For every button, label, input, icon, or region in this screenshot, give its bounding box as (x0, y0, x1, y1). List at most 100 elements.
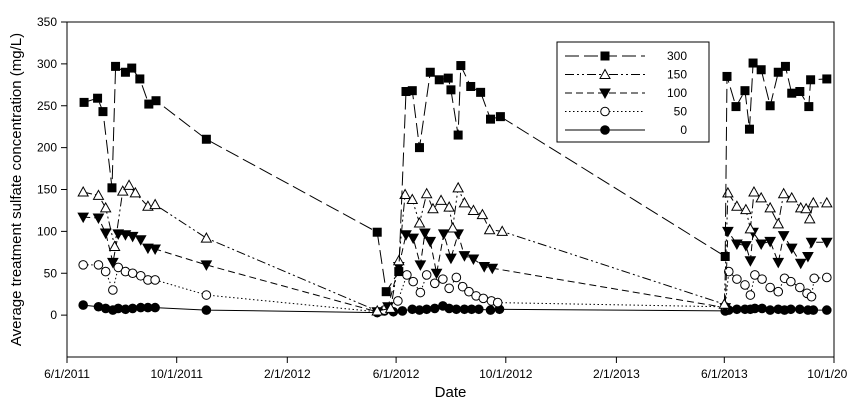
data-point (467, 254, 480, 266)
data-point (129, 186, 142, 198)
data-point (777, 231, 790, 242)
data-point (744, 256, 757, 267)
data-point (740, 203, 752, 215)
data-point (453, 130, 463, 140)
x-tick-label: 2/1/2012 (264, 367, 311, 381)
data-point (786, 276, 796, 287)
data-point (430, 268, 443, 280)
data-point (458, 196, 471, 208)
data-point (718, 298, 731, 309)
data-point (466, 81, 476, 91)
data-point (107, 257, 119, 269)
data-point (201, 305, 212, 315)
data-point (421, 304, 432, 315)
data-point (92, 213, 105, 225)
data-point (765, 101, 775, 111)
data-point (722, 226, 734, 238)
data-point (456, 61, 466, 71)
data-point (135, 270, 146, 281)
series-layer (77, 58, 833, 318)
x-tick-label: 6/1/2012 (373, 367, 420, 381)
data-point (414, 143, 424, 153)
data-point (200, 260, 213, 271)
data-point (731, 200, 743, 211)
data-point (744, 124, 754, 134)
data-point (201, 290, 212, 300)
data-point (748, 58, 758, 68)
data-point (785, 191, 798, 203)
data-point (464, 286, 474, 297)
data-point (452, 181, 464, 193)
data-point (434, 75, 444, 85)
x-tick-label: 10/1/2012 (479, 367, 533, 381)
data-point (127, 63, 137, 73)
data-point (740, 241, 752, 252)
data-point (100, 266, 111, 277)
data-point (808, 305, 819, 315)
data-point (408, 276, 418, 287)
data-point (394, 267, 404, 277)
x-tick-label: 6/1/2013 (701, 367, 748, 381)
data-point (77, 185, 90, 197)
data-point (393, 296, 403, 306)
data-point (757, 274, 767, 284)
data-point (107, 183, 117, 193)
data-point (397, 306, 408, 316)
data-point (419, 228, 431, 240)
data-point (111, 61, 121, 71)
legend-box (556, 41, 710, 143)
legend-label: 300 (667, 49, 687, 63)
data-point (820, 196, 833, 208)
data-point (425, 67, 435, 77)
legend-item: 100 (565, 86, 687, 100)
data-point (750, 270, 760, 280)
data-point (399, 188, 411, 200)
data-point (150, 302, 160, 313)
data-point (800, 202, 812, 214)
data-point (93, 93, 103, 103)
legend-marker (600, 106, 610, 117)
data-point (407, 86, 417, 96)
data-point (445, 253, 457, 265)
data-point (413, 216, 426, 228)
data-point (149, 244, 161, 255)
series-300 (79, 58, 832, 297)
y-tick-label: 0 (50, 308, 57, 322)
data-point (443, 201, 456, 212)
x-tick-label: 10/1/2013 (807, 367, 848, 381)
data-point (371, 304, 384, 316)
data-point (99, 228, 112, 240)
data-point (77, 212, 90, 224)
data-point (407, 233, 420, 245)
data-point (420, 187, 433, 199)
data-point (443, 73, 453, 83)
data-point (803, 212, 816, 224)
data-point (773, 286, 784, 297)
legend-label: 100 (667, 86, 687, 100)
data-point (134, 235, 147, 246)
y-tick-label: 250 (37, 99, 57, 113)
data-point (804, 102, 814, 112)
x-axis-label: Date (435, 384, 467, 401)
y-tick-label: 150 (37, 183, 57, 197)
data-point (806, 75, 816, 85)
series-50 (78, 260, 832, 317)
data-point (802, 252, 814, 263)
legend-marker (600, 51, 610, 61)
data-point (457, 281, 468, 292)
legend-item: 300 (565, 49, 687, 63)
data-point (126, 231, 139, 243)
data-point (415, 287, 426, 298)
data-point (402, 270, 412, 280)
data-point (820, 237, 833, 249)
data-point (795, 304, 805, 315)
data-point (731, 102, 741, 112)
y-tick-label: 350 (37, 15, 57, 29)
data-point (127, 268, 138, 279)
data-point (485, 305, 496, 315)
data-point (744, 222, 757, 234)
data-point (483, 223, 496, 235)
legend-label: 150 (667, 68, 687, 82)
legend-label: 50 (674, 105, 688, 119)
